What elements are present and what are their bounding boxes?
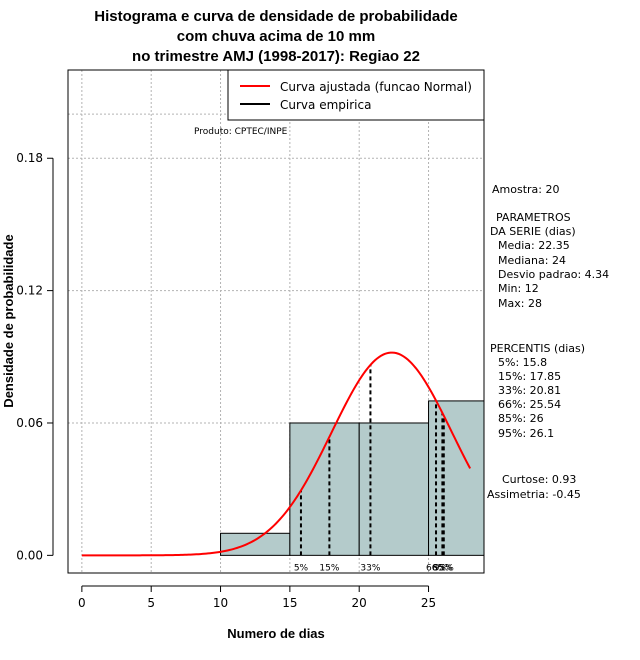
stat-min: Min: 12 [498, 282, 539, 295]
normal-curve-layer [81, 351, 472, 557]
percentile-label-5: 95% [434, 563, 454, 573]
x-tick-label-5: 25 [421, 596, 436, 610]
histogram-bar-3 [428, 400, 485, 556]
x-axis-title: Numero de dias [227, 626, 325, 641]
stat-params-header-1: PARAMETROS [496, 211, 571, 224]
x-tick-label-2: 10 [213, 596, 228, 610]
histogram-bar-1 [289, 422, 360, 556]
y-tick-label-1: 0.06 [16, 416, 43, 430]
percentile-label-0: 5% [294, 563, 309, 573]
chart-title-line-2: com chuva acima de 10 mm [177, 28, 375, 45]
x-tick-label-3: 15 [282, 596, 297, 610]
legend: Curva ajustada (funcao Normal) Curva emp… [227, 69, 485, 121]
y-axis: 0.00 0.06 0.12 0.18 [16, 151, 54, 562]
stat-percentis-header: PERCENTIS (dias) [490, 342, 585, 355]
y-axis-title: Densidade de probabilidade [1, 234, 16, 407]
stat-media: Media: 22.35 [498, 239, 570, 252]
stat-assimetria: Assimetria: -0.45 [487, 488, 581, 501]
chart-title-line-1: Histograma e curva de densidade de proba… [94, 8, 457, 25]
percentile-label-2: 33% [360, 563, 380, 573]
percentile-lines [299, 364, 445, 556]
y-tick-label-0: 0.00 [16, 548, 43, 562]
x-tick-label-1: 5 [147, 596, 155, 610]
x-tick-label-0: 0 [78, 596, 86, 610]
percentile-label-4: 85% [432, 563, 452, 573]
stat-p5: 5%: 15.8 [498, 356, 547, 369]
legend-label-empirical: Curva empirica [280, 98, 371, 112]
histogram-bar-0 [220, 532, 291, 556]
stat-max: Max: 28 [498, 297, 542, 310]
product-note: Produto: CPTEC/INPE [194, 127, 288, 137]
stat-p33: 33%: 20.81 [498, 384, 561, 397]
chart-title-line-3: no trimestre AMJ (1998-2017): Regiao 22 [132, 48, 420, 65]
stat-p95: 95%: 26.1 [498, 427, 554, 440]
normal-curve [81, 351, 472, 557]
y-tick-label-2: 0.12 [16, 284, 43, 298]
stat-params-header-2: DA SERIE (dias) [490, 225, 576, 238]
stat-p85: 85%: 26 [498, 412, 544, 425]
stat-desvio: Desvio padrao: 4.34 [498, 268, 609, 281]
percentile-label-1: 15% [319, 563, 339, 573]
legend-label-normal: Curva ajustada (funcao Normal) [280, 80, 472, 94]
stat-curtose: Curtose: 0.93 [502, 473, 576, 486]
stat-sample: Amostra: 20 [492, 183, 559, 196]
percentile-label-3: 66% [426, 563, 446, 573]
x-axis: 0 5 10 15 20 25 [78, 585, 436, 610]
y-tick-label-3: 0.18 [16, 151, 43, 165]
stat-p66: 66%: 25.54 [498, 398, 561, 411]
stats-panel: Amostra: 20 PARAMETROS DA SERIE (dias) M… [487, 183, 609, 501]
percentile-labels: 5% 15% 33% 66%85%95% [294, 563, 454, 573]
stat-mediana: Mediana: 24 [498, 254, 566, 267]
stat-p15: 15%: 17.85 [498, 370, 561, 383]
legend-box [227, 69, 485, 121]
x-tick-label-4: 20 [352, 596, 367, 610]
